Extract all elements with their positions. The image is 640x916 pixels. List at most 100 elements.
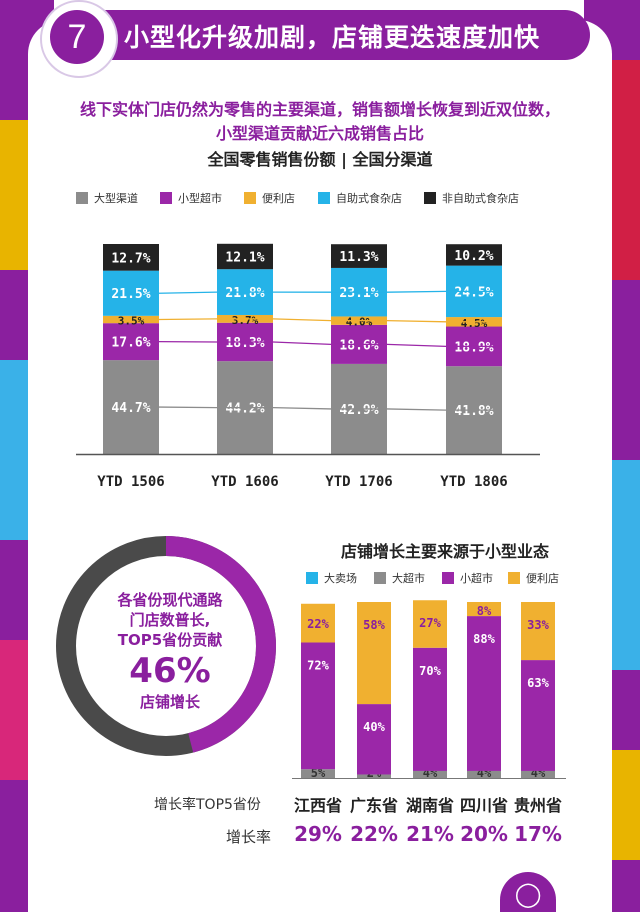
data-label: 58%: [363, 618, 385, 632]
data-label: 4.0%: [346, 316, 373, 329]
growth-rate: 20%: [460, 822, 508, 846]
rate-row-label: 增长率: [226, 828, 272, 846]
legend-item-convenience-2: 便利店: [508, 570, 559, 586]
globe-icon: ◯: [500, 872, 556, 912]
data-label: 18.3%: [225, 336, 264, 351]
data-label: 70%: [419, 664, 441, 678]
data-label: 42.9%: [339, 403, 378, 418]
trend-line: [158, 341, 502, 348]
bar-segment: [467, 616, 501, 771]
x-tick-label: YTD 1606: [211, 474, 278, 490]
legend-label: 小型超市: [178, 192, 222, 205]
data-label: 10.2%: [454, 249, 493, 264]
legend-item-non-self: 非自助式食杂店: [424, 190, 519, 206]
bar-segment: [103, 315, 159, 324]
donut-value: 46%: [129, 651, 211, 691]
donut-line-2: 门店数普长,: [129, 611, 211, 629]
legend-swatch: [442, 572, 454, 584]
data-label: 17.6%: [111, 336, 150, 351]
legend-label: 大卖场: [324, 572, 357, 585]
x-tick-label: YTD 1506: [97, 474, 164, 490]
legend-swatch: [160, 192, 172, 204]
data-label: 21.8%: [225, 286, 264, 301]
section-header: 小型化升级加剧，店铺更迭速度加快: [70, 10, 590, 60]
data-label: 22%: [307, 617, 329, 631]
bar-segment: [521, 660, 555, 771]
bar-segment: [301, 769, 335, 778]
legend-label: 便利店: [262, 192, 295, 205]
data-label: 88%: [473, 632, 495, 646]
bar-segment: [521, 770, 555, 778]
bar-segment: [467, 602, 501, 617]
legend-label: 大型渠道: [94, 192, 138, 205]
bar-segment: [217, 243, 273, 270]
header-title: 小型化升级加剧，店铺更迭速度加快: [124, 23, 541, 52]
donut-line-4: 店铺增长: [139, 693, 200, 711]
legend-label: 小超市: [460, 572, 493, 585]
legend-item-hyper: 大卖场: [306, 570, 357, 586]
data-label: 12.1%: [225, 250, 264, 265]
bar-segment: [357, 704, 391, 775]
bar-segment: [331, 244, 387, 268]
data-label: 18.9%: [454, 340, 493, 355]
bar-segment: [357, 774, 391, 778]
growth-rate: 22%: [350, 822, 398, 846]
data-label: 21.5%: [111, 287, 150, 302]
legend-label: 大超市: [392, 572, 425, 585]
province-name: 江西省: [293, 796, 342, 815]
data-label: 72%: [307, 658, 329, 672]
donut-slice: [56, 536, 276, 756]
top5-row-label: 增长率TOP5省份: [154, 797, 261, 813]
legend-item-large: 大型渠道: [76, 190, 138, 206]
data-label: 11.3%: [339, 250, 378, 265]
data-label: 8%: [477, 604, 492, 618]
legend-label: 便利店: [526, 572, 559, 585]
legend-label: 非自助式食杂店: [442, 192, 519, 205]
data-label: 3.5%: [118, 314, 145, 327]
bar-segment: [103, 244, 159, 271]
legend-swatch: [76, 192, 88, 204]
growth-rate: 21%: [406, 822, 454, 846]
data-label: 63%: [527, 676, 549, 690]
data-label: 5%: [311, 766, 326, 780]
chart-1-title: 全国零售销售份额 | 全国分渠道: [207, 150, 433, 169]
province-name: 四川省: [459, 796, 508, 815]
trend-line: [158, 406, 502, 411]
legend-swatch: [508, 572, 520, 584]
bar-segment: [413, 647, 447, 771]
data-label: 3.7%: [232, 314, 259, 327]
donut-line-3: TOP5省份贡献: [117, 631, 223, 649]
data-label: 44.7%: [111, 401, 150, 416]
data-label: 33%: [527, 618, 549, 632]
province-name: 湖南省: [405, 796, 454, 815]
bar-segment: [467, 770, 501, 778]
province-name: 贵州省: [513, 796, 562, 815]
donut-line-1: 各省份现代通路: [117, 591, 223, 609]
bar-segment: [357, 602, 391, 705]
data-label: 27%: [419, 616, 441, 630]
legend-swatch: [424, 192, 436, 204]
legend-swatch: [306, 572, 318, 584]
legend-swatch: [374, 572, 386, 584]
legend-item-super: 大超市: [374, 570, 425, 586]
subtitle-line-1: 线下实体门店仍然为零售的主要渠道，销售额增长恢复到近双位数，: [79, 100, 560, 119]
bar-segment: [301, 642, 335, 770]
bar-segment: [103, 360, 159, 454]
growth-rate: 17%: [514, 822, 562, 846]
legend-item-convenience: 便利店: [244, 190, 295, 206]
legend-item-self-service: 自助式食杂店: [318, 190, 402, 206]
bar-segment: [301, 603, 335, 643]
data-label: 44.2%: [225, 402, 264, 417]
data-label: 18.6%: [339, 338, 378, 353]
bar-segment: [413, 770, 447, 778]
legend-label: 自助式食杂店: [336, 192, 402, 205]
section-number-badge: 7: [50, 10, 104, 64]
province-name: 广东省: [349, 796, 398, 815]
bar-segment: [103, 323, 159, 361]
chart-3-title: 店铺增长主要来源于小型业态: [340, 542, 549, 561]
x-tick-label: YTD 1706: [325, 474, 392, 490]
legend-item-mini: 小型超市: [160, 190, 222, 206]
trend-line: [158, 290, 502, 294]
donut-caption: 各省份现代通路 门店数普长, TOP5省份贡献 46% 店铺增长: [80, 590, 260, 712]
